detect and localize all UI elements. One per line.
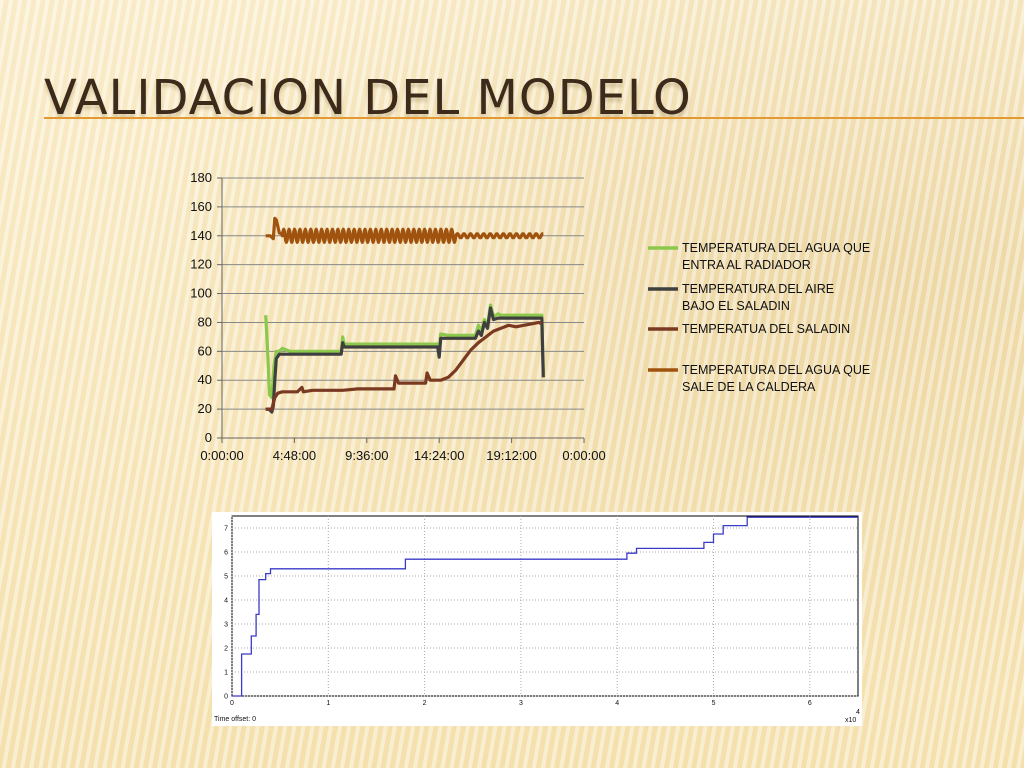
time-offset-label: Time offset: 0 <box>214 716 256 723</box>
x-tick-label: 3 <box>519 700 523 707</box>
y-tick-label: 2 <box>224 646 228 653</box>
x-tick-label: 4 <box>615 700 619 707</box>
x-tick-label: 19:12:00 <box>486 448 537 463</box>
legend-label: TEMPERATURA DEL AIRE BAJO EL SALADIN <box>682 282 834 313</box>
x-tick-label: 4:48:00 <box>273 448 316 463</box>
y-tick-label: 1 <box>224 670 228 677</box>
x-tick-label: 6 <box>808 700 812 707</box>
series-line <box>265 320 543 411</box>
x-tick-label: 0 <box>230 700 234 707</box>
series-line <box>265 306 545 414</box>
step-series-line <box>232 516 858 697</box>
y-tick-label: 3 <box>224 622 228 629</box>
legend-label: TEMPERATURA DEL AGUA QUE SALE DE LA CALDE… <box>682 363 870 394</box>
series-line <box>265 216 544 244</box>
y-tick-label: 6 <box>224 550 228 557</box>
slide-title: VALIDACION DEL MODELO <box>44 70 692 126</box>
x-tick-label: 2 <box>423 700 427 707</box>
y-tick-label: 4 <box>224 598 228 605</box>
legend-label: TEMPERATURA DEL AGUA QUE ENTRA AL RADIADO… <box>682 241 870 272</box>
x-tick-label: 9:36:00 <box>345 448 388 463</box>
legend-label: TEMPERATUA DEL SALADIN <box>682 322 850 336</box>
y-tick-label: 60 <box>198 343 212 358</box>
x-tick-label: 1 <box>326 700 330 707</box>
y-tick-label: 160 <box>190 199 212 214</box>
title-divider <box>44 117 1024 119</box>
y-tick-label: 180 <box>190 170 212 185</box>
y-tick-label: 100 <box>190 286 212 301</box>
x-tick-label: 14:24:00 <box>414 448 465 463</box>
y-tick-label: 20 <box>198 401 212 416</box>
y-tick-label: 140 <box>190 228 212 243</box>
x-tick-label: 0:00:00 <box>562 448 605 463</box>
y-tick-label: 5 <box>224 574 228 581</box>
x-multiplier-label: x10 <box>845 717 856 724</box>
series-line <box>264 303 545 400</box>
y-tick-label: 120 <box>190 257 212 272</box>
plot-area <box>231 515 859 697</box>
x-tick-label: 5 <box>712 700 716 707</box>
y-tick-label: 7 <box>224 526 228 533</box>
y-tick-label: 40 <box>198 372 212 387</box>
x-tick-label: 0:00:00 <box>200 448 243 463</box>
y-tick-label: 0 <box>224 694 228 701</box>
y-tick-label: 0 <box>205 430 212 445</box>
x-multiplier-exponent: 4 <box>856 709 860 716</box>
y-tick-label: 80 <box>198 314 212 329</box>
